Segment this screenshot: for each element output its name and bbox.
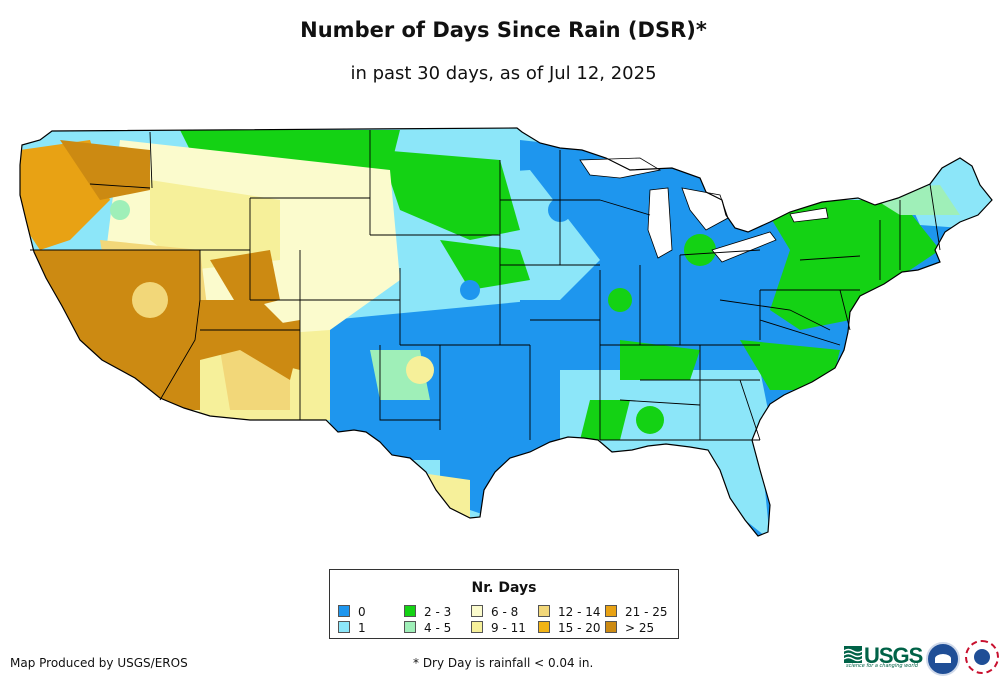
lake-ontario (789, 207, 829, 223)
speck-12-14-nevada (132, 282, 168, 318)
lake-superior (579, 157, 662, 179)
lake-erie (711, 231, 777, 263)
dry-day-note: * Dry Day is rainfall < 0.04 in. (413, 656, 594, 670)
region-2-3-nebraska (440, 240, 530, 290)
speck-0-kansas (460, 280, 480, 300)
map-subtitle: in past 30 days, as of Jul 12, 2025 (350, 63, 657, 84)
state-boundaries (30, 130, 941, 441)
nws-logo-icon (965, 640, 999, 674)
region-2-3-dakotas (380, 150, 520, 240)
swatch-2 (404, 605, 416, 617)
usgs-tagline: science for a changing world (846, 663, 918, 669)
swatch-9 (605, 621, 617, 633)
speck-2-3-illinois (608, 288, 632, 312)
credit-text: Map Produced by USGS/EROS (10, 656, 188, 670)
region-gt25-utah (210, 250, 280, 310)
legend-item-4-5: 4 - 5 (404, 621, 451, 635)
region-2-3-northeast (760, 200, 940, 330)
dsr-regions (20, 128, 992, 536)
swatch-5 (471, 621, 483, 633)
lake-michigan (647, 187, 673, 259)
usgs-logo: USGS (864, 643, 923, 668)
legend: Nr. Days 0 1 2 - 3 4 - 5 6 - 8 9 - 11 12… (329, 569, 679, 639)
region-gt25-oregon (60, 140, 150, 200)
swatch-7 (538, 621, 550, 633)
legend-item-2-3: 2 - 3 (404, 605, 451, 619)
speck-2-3-alabama (636, 406, 664, 434)
swatch-1 (338, 621, 350, 633)
legend-item-12-14: 12 - 14 (538, 605, 601, 619)
region-gt25-california-nevada (30, 250, 300, 410)
speck-9-11-texas (406, 356, 434, 384)
legend-item-6-8: 6 - 8 (471, 605, 518, 619)
legend-item-21-25: 21 - 25 (605, 605, 668, 619)
swatch-4 (471, 605, 483, 617)
legend-item-9-11: 9 - 11 (471, 621, 526, 635)
legend-item-0: 0 (338, 605, 366, 619)
region-gt25-northern-az (240, 320, 300, 370)
legend-title: Nr. Days (471, 580, 537, 596)
lake-huron (681, 187, 729, 231)
legend-item-15-20: 15 - 20 (538, 621, 601, 635)
noaa-logo-icon (926, 642, 960, 676)
speck-2-3-michigan (684, 234, 716, 266)
swatch-3 (404, 621, 416, 633)
map-title: Number of Days Since Rain (DSR)* (300, 18, 707, 42)
region-9-11-idaho (150, 180, 280, 270)
region-2-3-carolinas (740, 340, 840, 390)
usgs-wave-icon (844, 646, 862, 663)
region-2-3-tennessee (620, 340, 700, 380)
legend-item-gt25: > 25 (605, 621, 654, 635)
swatch-8 (605, 605, 617, 617)
swatch-0 (338, 605, 350, 617)
great-lakes (579, 157, 829, 263)
legend-item-1: 1 (338, 621, 366, 635)
swatch-6 (538, 605, 550, 617)
speck-4-5-oregon (110, 200, 130, 220)
region-2-3-mississippi (580, 400, 630, 440)
